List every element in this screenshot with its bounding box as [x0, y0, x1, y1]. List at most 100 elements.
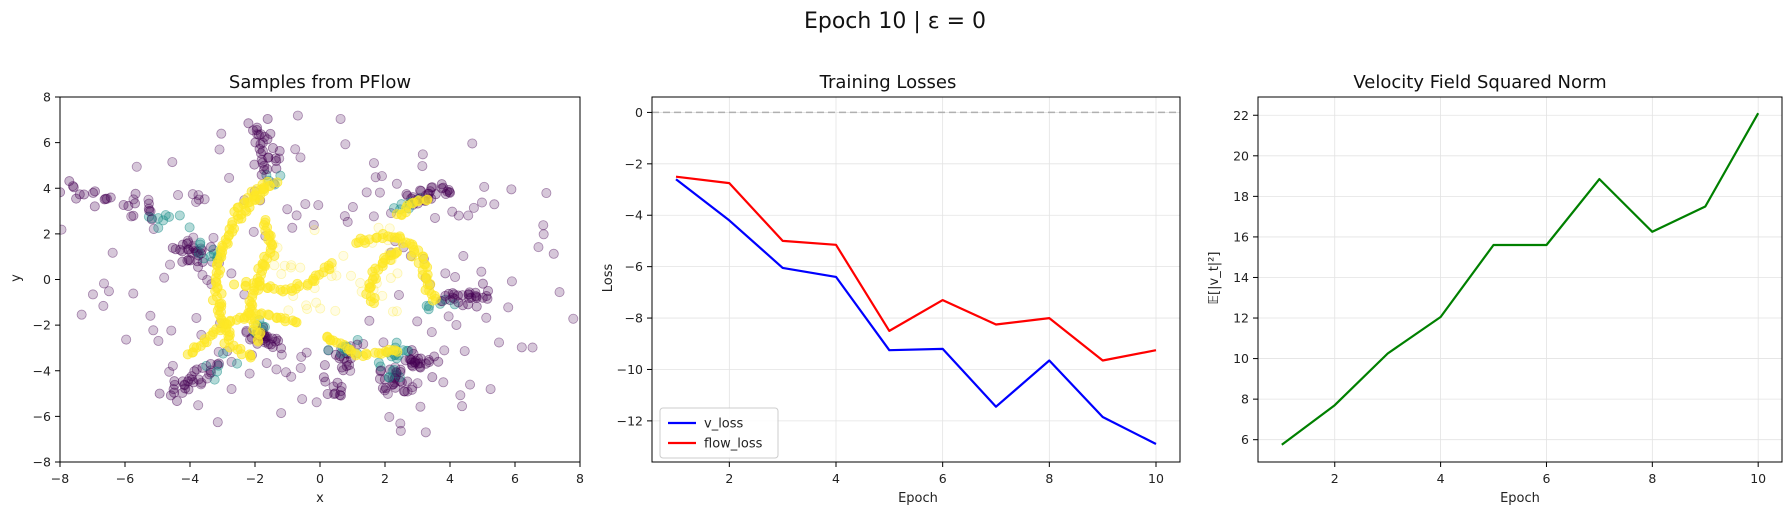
- losses-frame: [651, 96, 1181, 463]
- scatter-point: [118, 199, 129, 210]
- scatter-point: [259, 164, 270, 175]
- scatter-point: [356, 286, 367, 297]
- scatter-point: [395, 425, 406, 436]
- scatter-point: [319, 360, 330, 371]
- scatter-point: [282, 204, 293, 215]
- velocity-title: Velocity Field Squared Norm: [1353, 72, 1606, 93]
- scatter-point: [276, 349, 287, 360]
- scatter-point: [375, 361, 386, 372]
- scatter-point: [196, 379, 207, 390]
- scatter-point: [224, 172, 235, 183]
- scatter-point: [183, 254, 194, 265]
- losses-ytick-label: −4: [625, 208, 643, 223]
- scatter-point: [426, 327, 437, 338]
- scatter-point: [271, 333, 282, 344]
- scatter-point: [384, 364, 395, 375]
- scatter-point: [181, 238, 192, 249]
- scatter-point: [265, 339, 276, 350]
- scatter-point: [405, 354, 416, 365]
- scatter-point: [212, 417, 223, 428]
- velocity-ytick-label: 8: [1241, 392, 1249, 407]
- scatter-point: [458, 251, 469, 262]
- scatter-point: [322, 388, 333, 399]
- scatter-point: [183, 384, 194, 395]
- scatter-point: [269, 260, 280, 271]
- scatter-point: [167, 360, 178, 371]
- scatter-point: [410, 355, 421, 366]
- scatter-point: [169, 376, 180, 387]
- scatter-point: [191, 196, 202, 207]
- scatter-point: [516, 342, 527, 353]
- scatter-point: [347, 202, 358, 213]
- scatter-point: [153, 213, 164, 224]
- scatter-point: [101, 193, 112, 204]
- scatter-point: [427, 182, 438, 193]
- scatter-point: [464, 287, 475, 298]
- scatter-point: [452, 290, 463, 301]
- scatter-point: [60, 224, 67, 235]
- scatter-point: [291, 210, 302, 221]
- scatter-point: [400, 355, 411, 366]
- scatter-ytick-label: 2: [43, 226, 51, 241]
- scatter-point: [465, 379, 476, 390]
- scatter-point: [262, 134, 273, 145]
- scatter-point: [292, 278, 303, 289]
- scatter-point: [164, 259, 175, 270]
- scatter-point: [212, 366, 223, 377]
- scatter-point: [450, 272, 461, 283]
- scatter-point: [232, 358, 243, 369]
- scatter-point: [330, 305, 341, 316]
- losses-ytick-label: −10: [617, 362, 643, 377]
- scatter-point: [276, 408, 287, 419]
- scatter-ytick-label: −6: [33, 409, 51, 424]
- scatter-point: [193, 261, 204, 272]
- scatter-point: [257, 157, 268, 168]
- scatter-point: [262, 164, 273, 175]
- scatter-point: [323, 263, 334, 274]
- scatter-point: [368, 158, 379, 169]
- losses-ytick-label: 0: [635, 105, 643, 120]
- losses-legend-label: flow_loss: [704, 437, 763, 452]
- scatter-xtick-label: 8: [576, 471, 584, 486]
- scatter-point: [76, 309, 87, 320]
- scatter-point: [339, 211, 350, 222]
- scatter-point: [384, 247, 395, 258]
- scatter-point: [329, 389, 340, 400]
- scatter-title: Samples from PFlow: [229, 72, 411, 93]
- scatter-point: [252, 129, 263, 140]
- scatter-point: [175, 244, 186, 255]
- scatter-point: [64, 176, 75, 187]
- scatter-point: [244, 368, 255, 379]
- scatter-point: [212, 359, 223, 370]
- scatter-point: [427, 295, 438, 306]
- scatter-point: [468, 202, 479, 213]
- scatter-point: [440, 290, 451, 301]
- scatter-point: [318, 372, 329, 383]
- scatter-point: [276, 269, 287, 280]
- scatter-point: [342, 216, 353, 227]
- scatter-point: [103, 286, 114, 297]
- scatter-point: [409, 357, 420, 368]
- scatter-point: [168, 384, 179, 395]
- scatter-xtick-label: 4: [446, 471, 454, 486]
- scatter-point: [123, 201, 134, 212]
- scatter-point: [424, 357, 435, 368]
- scatter-point: [455, 390, 466, 401]
- scatter-point: [169, 379, 180, 390]
- losses-xtick-label: 4: [832, 471, 840, 486]
- scatter-point: [153, 335, 164, 346]
- scatter-point: [457, 401, 468, 412]
- velocity-ytick-label: 14: [1233, 270, 1249, 285]
- losses-title: Training Losses: [819, 72, 957, 93]
- scatter-point: [430, 189, 441, 200]
- scatter-point: [415, 353, 426, 364]
- velocity-ytick-label: 18: [1233, 189, 1249, 204]
- scatter-point: [261, 358, 272, 369]
- scatter-point: [131, 161, 142, 172]
- scatter-point: [330, 349, 341, 360]
- velocity-xtick-label: 4: [1437, 471, 1445, 486]
- scatter-point: [406, 384, 417, 395]
- scatter-point: [309, 283, 320, 294]
- scatter-point: [193, 374, 204, 385]
- scatter-point: [371, 278, 382, 289]
